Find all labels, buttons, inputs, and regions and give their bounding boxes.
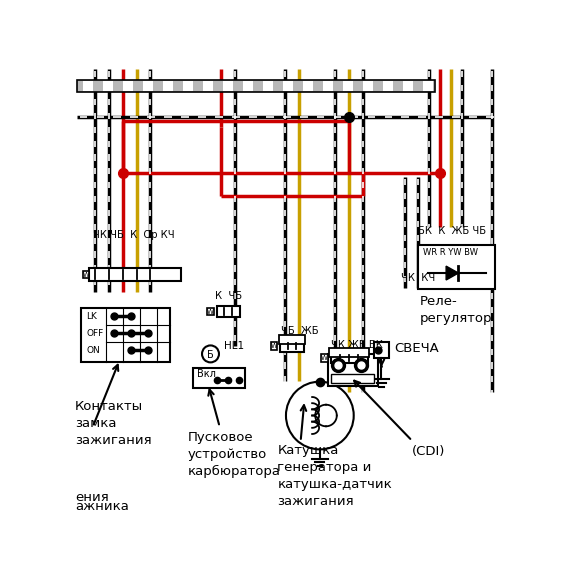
Circle shape	[202, 346, 219, 362]
Bar	[321, 354, 328, 362]
Bar	[283, 81, 293, 90]
Bar	[207, 308, 214, 316]
Bar	[329, 348, 369, 357]
Text: Катушка
генератора и
катушка-датчик
зажигания: Катушка генератора и катушка-датчик зажи…	[278, 444, 392, 508]
Bar	[203, 81, 213, 90]
Text: OFF: OFF	[86, 329, 104, 338]
Text: (CDI): (CDI)	[412, 444, 446, 458]
Text: БК  К  ЖБ ЧБ: БК К ЖБ ЧБ	[418, 226, 487, 236]
Bar	[328, 354, 378, 386]
Bar	[323, 81, 333, 90]
Bar	[143, 81, 153, 90]
Bar	[217, 306, 240, 317]
Bar	[163, 81, 173, 90]
Bar	[423, 81, 433, 90]
Text: W: W	[207, 309, 214, 315]
Bar	[271, 342, 278, 350]
Bar	[243, 81, 253, 90]
Bar	[83, 271, 89, 278]
Text: Реле-
регулятор: Реле- регулятор	[420, 296, 492, 325]
Text: W: W	[271, 343, 278, 349]
Bar	[193, 368, 245, 388]
Text: ЧК ЖБ БК: ЧК ЖБ БК	[331, 340, 383, 350]
Text: К  ЧБ: К ЧБ	[215, 291, 242, 301]
Bar	[183, 81, 193, 90]
Text: ON: ON	[86, 346, 100, 355]
Text: W: W	[82, 271, 89, 278]
Text: ЧБ  ЖБ: ЧБ ЖБ	[281, 326, 319, 336]
Text: ЧК  КЧ: ЧК КЧ	[401, 274, 435, 283]
Text: ажника: ажника	[75, 500, 129, 513]
Bar	[418, 244, 495, 289]
Bar	[303, 81, 313, 90]
Circle shape	[286, 382, 354, 450]
Text: WR R YW BW: WR R YW BW	[423, 248, 478, 257]
Bar	[77, 80, 435, 92]
Text: Контакты
замка
зажигания: Контакты замка зажигания	[75, 400, 151, 447]
Bar	[363, 81, 373, 90]
Text: СВЕЧА: СВЕЧА	[394, 342, 438, 355]
Text: Б: Б	[207, 350, 214, 360]
Bar	[383, 81, 393, 90]
Bar	[343, 81, 353, 90]
Bar	[123, 81, 132, 90]
Text: ЧК ЧБ  К  Ор КЧ: ЧК ЧБ К Ор КЧ	[93, 229, 175, 240]
Text: Пусковое
устройство
карбюратора: Пусковое устройство карбюратора	[187, 431, 281, 478]
Bar	[374, 342, 389, 358]
Bar	[280, 341, 305, 351]
Bar	[103, 81, 113, 90]
Bar	[223, 81, 233, 90]
Bar	[83, 81, 93, 90]
Bar	[331, 352, 367, 363]
Bar	[89, 269, 181, 281]
Bar	[263, 81, 273, 90]
Text: HL1: HL1	[225, 341, 244, 351]
Bar	[331, 374, 374, 383]
Text: ения: ения	[75, 491, 109, 504]
Text: W: W	[321, 355, 328, 361]
Bar	[81, 308, 170, 362]
Text: Вкл: Вкл	[196, 369, 215, 379]
Polygon shape	[446, 266, 458, 280]
Bar	[403, 81, 413, 90]
Bar	[279, 335, 305, 344]
Text: LK: LK	[86, 312, 97, 321]
